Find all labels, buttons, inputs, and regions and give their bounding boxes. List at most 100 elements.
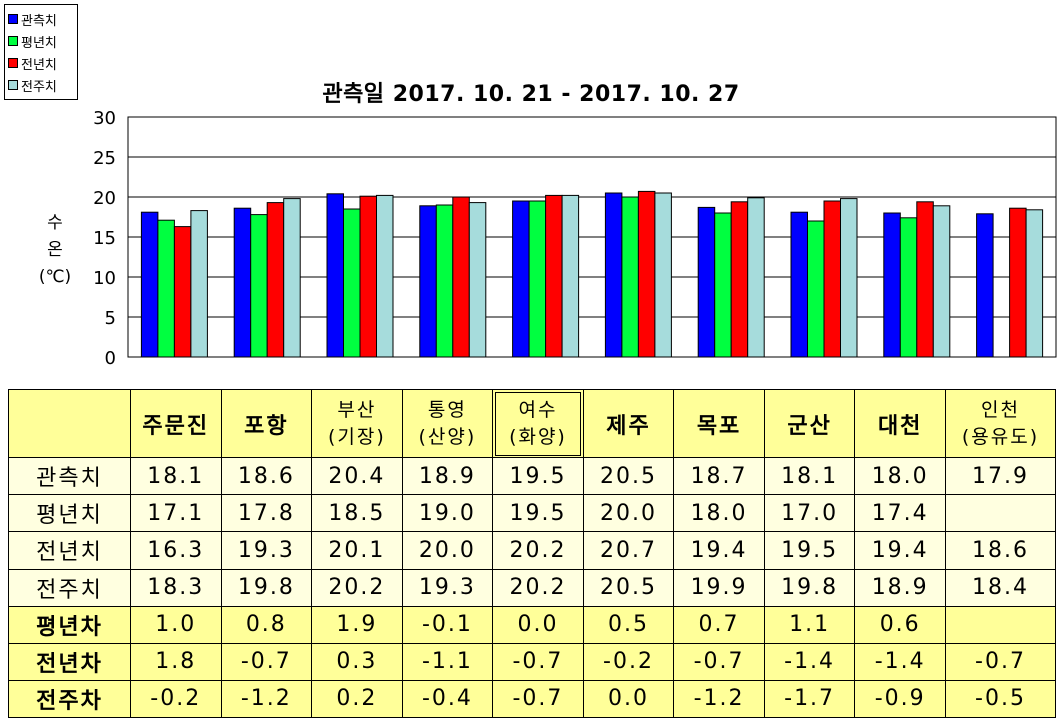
column-header: 목포 <box>673 388 765 459</box>
column-header: 부산 (기장) <box>311 388 403 459</box>
table-cell: 18.9 <box>401 457 494 496</box>
bar <box>883 212 901 358</box>
table-cell: 0.7 <box>673 605 765 644</box>
table-cell: -1.4 <box>763 642 856 681</box>
chart-legend: 관측치 평년치 전년치 전주치 <box>4 4 78 100</box>
bar <box>790 211 808 358</box>
table-cell: 19.3 <box>220 531 313 570</box>
bar <box>266 202 285 358</box>
y-axis-label: 수 온 (℃) <box>30 210 80 291</box>
table-cell: 0.0 <box>582 679 675 719</box>
column-header: 군산 <box>763 388 856 459</box>
table-cell: 19.5 <box>763 531 856 570</box>
table-cell: -0.2 <box>130 679 222 719</box>
bar <box>976 213 994 358</box>
bar <box>140 211 159 358</box>
y-tick-label: 5 <box>105 308 116 329</box>
table-cell: 0.0 <box>492 605 584 644</box>
legend-swatch <box>8 80 18 90</box>
table-row: 전주치 18.3 19.8 20.2 19.3 20.2 20.5 19.9 19.8 18.9 1… <box>8 568 1056 607</box>
legend-label: 전년치 <box>21 57 57 73</box>
table-cell: 18.9 <box>854 568 946 607</box>
bar <box>654 192 672 358</box>
row-header: 전주차 <box>8 679 131 719</box>
bar <box>637 190 656 358</box>
table-cell: 20.2 <box>492 531 584 570</box>
table-cell: 17.9 <box>945 457 1056 496</box>
legend-swatch <box>8 36 18 46</box>
bar <box>932 205 951 358</box>
bar <box>190 210 208 358</box>
table-cell: 20.2 <box>311 568 403 607</box>
bar <box>512 200 530 358</box>
table-cell: -0.2 <box>582 642 675 681</box>
legend-item: 전년치 <box>8 52 74 74</box>
table-cell: 17.8 <box>220 494 313 533</box>
bar <box>604 192 623 358</box>
table-cell: 20.0 <box>401 531 494 570</box>
table-cell: 18.0 <box>673 494 765 533</box>
bar <box>916 201 934 358</box>
table-cell: -0.5 <box>945 679 1056 719</box>
table-cell: 17.1 <box>130 494 222 533</box>
table-cell: 18.0 <box>854 457 946 496</box>
table-cell: 18.1 <box>130 457 222 496</box>
table-cell: 20.7 <box>582 531 675 570</box>
table-cell: -0.7 <box>673 642 765 681</box>
bar-chart: 0 5 10 15 20 25 30 <box>93 108 1057 369</box>
table-cell: -0.7 <box>220 642 313 681</box>
table-cell: -0.1 <box>401 605 494 644</box>
table-cell: 20.2 <box>492 568 584 607</box>
bar <box>1009 207 1027 358</box>
table-cell: 20.1 <box>311 531 403 570</box>
legend-label: 평년치 <box>21 35 57 51</box>
table-cell: -0.4 <box>401 679 494 719</box>
table-cell: -0.7 <box>492 642 584 681</box>
table-cell: 1.8 <box>130 642 222 681</box>
table-cell: 1.9 <box>311 605 403 644</box>
table-cell: 1.1 <box>763 605 856 644</box>
table-cell: -0.9 <box>854 679 946 719</box>
table-cell: -1.7 <box>763 679 856 719</box>
table-cell: 0.5 <box>582 605 675 644</box>
table-cell: 18.4 <box>945 568 1056 607</box>
bar <box>747 197 765 358</box>
column-header: 통영 (산양) <box>401 388 494 459</box>
table-cell: 1.0 <box>130 605 222 644</box>
table-cell: -1.1 <box>401 642 494 681</box>
table-cell: 17.0 <box>763 494 856 533</box>
bar <box>697 206 716 358</box>
row-header: 관측치 <box>8 457 131 496</box>
bar <box>359 195 377 358</box>
bar <box>730 201 749 358</box>
bar <box>283 198 301 358</box>
table-header-row: 주문진 포항 부산 (기장) 통영 (산양) 여수 (화양) 제주 목포 군산 대천 인천 (용유도) <box>8 388 1056 459</box>
column-header: 제주 <box>582 388 675 459</box>
row-header: 전년치 <box>8 531 131 570</box>
bar <box>233 207 252 358</box>
row-header: 전년차 <box>8 642 131 681</box>
legend-swatch <box>8 58 18 68</box>
table-cell: 18.6 <box>220 457 313 496</box>
table-cell: 19.8 <box>220 568 313 607</box>
table-row: 평년치 17.1 17.8 18.5 19.0 19.5 20.0 18.0 17.0 17.4 <box>8 494 1056 533</box>
row-header: 전주치 <box>8 568 131 607</box>
table-cell: -1.2 <box>220 679 313 719</box>
legend-item: 전주치 <box>8 74 74 96</box>
table-cell: -0.7 <box>945 642 1056 681</box>
bar <box>419 205 437 358</box>
table-cell: 20.0 <box>582 494 675 533</box>
table-cell: 19.8 <box>763 568 856 607</box>
table-cell: 18.6 <box>945 531 1056 570</box>
table-row: 전년차 1.8 -0.7 0.3 -1.1 -0.7 -0.2 -0.7 -1.4 -1.4 -0.… <box>8 642 1056 681</box>
table-cell: 19.9 <box>673 568 765 607</box>
y-tick-label: 10 <box>93 268 116 289</box>
bar <box>435 204 454 358</box>
table-cell: 18.1 <box>763 457 856 496</box>
y-tick-label: 30 <box>93 108 116 129</box>
row-header: 평년치 <box>8 494 131 533</box>
bar <box>807 220 825 358</box>
bar <box>714 212 732 358</box>
table-cell <box>945 494 1056 533</box>
table-cell: 19.5 <box>492 457 584 496</box>
